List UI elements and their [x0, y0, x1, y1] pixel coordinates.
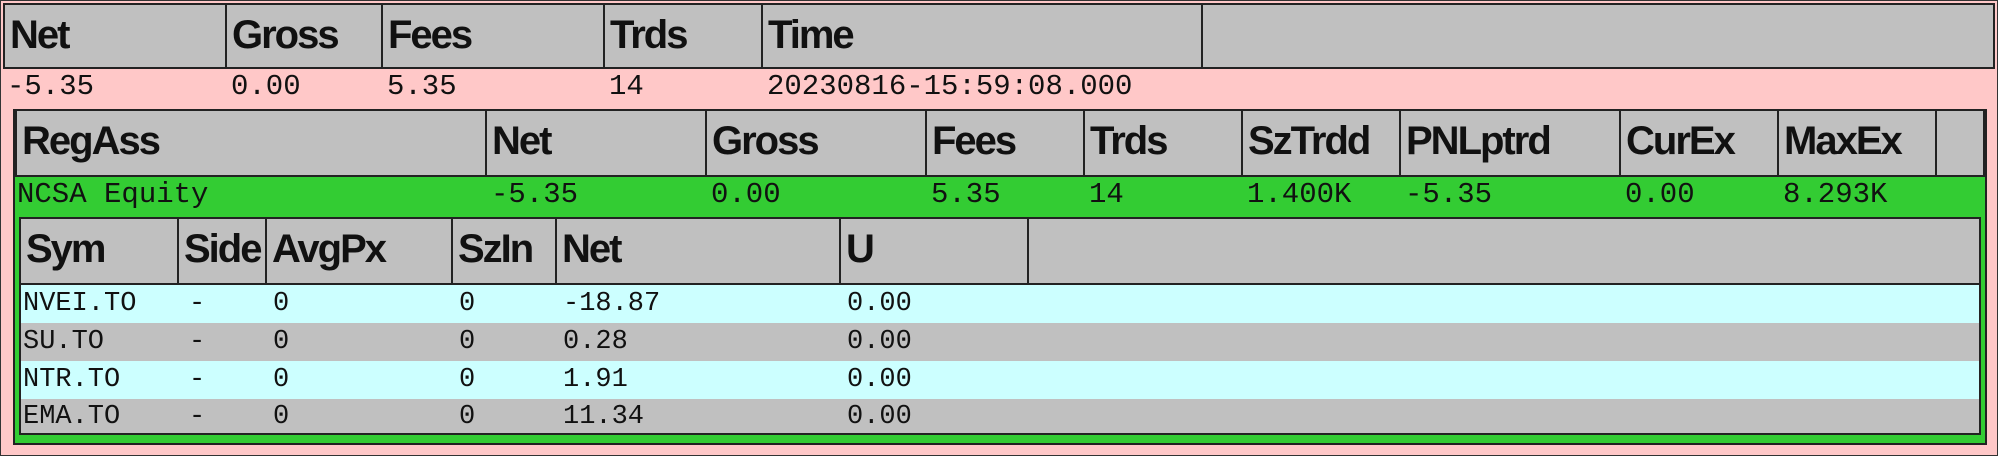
regass-header-maxex[interactable]: MaxEx — [1779, 111, 1937, 175]
summary-header: Net Gross Fees Trds Time — [3, 3, 1995, 69]
row-side: - — [189, 289, 206, 319]
row-u: 0.00 — [847, 327, 912, 357]
row-sym: SU.TO — [23, 327, 105, 357]
summary-header-trds[interactable]: Trds — [605, 5, 763, 67]
table-row[interactable]: EMA.TO - 0 0 11.34 0.00 — [21, 399, 1979, 433]
symbol-header-sym[interactable]: Sym — [21, 219, 179, 283]
regass-header-curex[interactable]: CurEx — [1621, 111, 1779, 175]
regass-header-gross[interactable]: Gross — [707, 111, 927, 175]
row-side: - — [189, 402, 206, 432]
regass-header-net[interactable]: Net — [487, 111, 707, 175]
summary-net: -5.35 — [7, 70, 95, 103]
regass-net: -5.35 — [491, 178, 579, 211]
row-net: 11.34 — [563, 402, 645, 432]
regass-header-trds[interactable]: Trds — [1085, 111, 1243, 175]
row-net: 0.28 — [563, 327, 628, 357]
row-u: 0.00 — [847, 289, 912, 319]
symbol-table: Sym Side AvgPx SzIn Net U NVEI.TO - 0 0 … — [19, 217, 1981, 435]
regass-gross: 0.00 — [711, 178, 781, 211]
regass-name: NCSA Equity — [17, 178, 209, 211]
regass-header-regass[interactable]: RegAss — [17, 111, 487, 175]
row-avgpx: 0 — [273, 327, 290, 357]
regass-fees: 5.35 — [931, 178, 1001, 211]
row-sym: EMA.TO — [23, 402, 121, 432]
summary-gross: 0.00 — [231, 70, 301, 103]
regass-header-pnlptrd[interactable]: PNLptrd — [1401, 111, 1621, 175]
summary-header-gross[interactable]: Gross — [227, 5, 383, 67]
summary-fees: 5.35 — [387, 70, 457, 103]
regass-header: RegAss Net Gross Fees Trds SzTrdd PNLptr… — [15, 109, 1985, 177]
regass-header-sztrdd[interactable]: SzTrdd — [1243, 111, 1401, 175]
row-side: - — [189, 365, 206, 395]
regass-sztrdd: 1.400K — [1247, 178, 1352, 211]
table-row[interactable]: NTR.TO - 0 0 1.91 0.00 — [21, 361, 1979, 399]
regass-curex: 0.00 — [1625, 178, 1695, 211]
regass-trds: 14 — [1089, 178, 1124, 211]
regass-row[interactable]: NCSA Equity -5.35 0.00 5.35 14 1.400K -5… — [15, 177, 1985, 213]
summary-header-blank — [1203, 5, 1993, 67]
row-avgpx: 0 — [273, 365, 290, 395]
regass-header-blank — [1937, 111, 1983, 175]
summary-header-fees[interactable]: Fees — [383, 5, 605, 67]
regass-maxex: 8.293K — [1783, 178, 1888, 211]
row-szin: 0 — [459, 402, 476, 432]
row-sym: NTR.TO — [23, 365, 121, 395]
table-row[interactable]: NVEI.TO - 0 0 -18.87 0.00 — [21, 285, 1979, 323]
regass-header-fees[interactable]: Fees — [927, 111, 1085, 175]
row-net: -18.87 — [563, 289, 661, 319]
table-row[interactable]: SU.TO - 0 0 0.28 0.00 — [21, 323, 1979, 361]
symbol-header: Sym Side AvgPx SzIn Net U — [21, 219, 1979, 285]
row-net: 1.91 — [563, 365, 628, 395]
symbol-header-u[interactable]: U — [841, 219, 1029, 283]
summary-time: 20230816-15:59:08.000 — [767, 70, 1133, 103]
row-avgpx: 0 — [273, 402, 290, 432]
row-side: - — [189, 327, 206, 357]
row-szin: 0 — [459, 365, 476, 395]
row-sym: NVEI.TO — [23, 289, 137, 319]
symbol-header-net[interactable]: Net — [557, 219, 841, 283]
regass-pnlptrd: -5.35 — [1405, 178, 1493, 211]
row-avgpx: 0 — [273, 289, 290, 319]
row-szin: 0 — [459, 327, 476, 357]
summary-header-net[interactable]: Net — [5, 5, 227, 67]
summary-header-time[interactable]: Time — [763, 5, 1203, 67]
symbol-header-side[interactable]: Side — [179, 219, 267, 283]
symbol-header-szin[interactable]: SzIn — [453, 219, 557, 283]
row-u: 0.00 — [847, 402, 912, 432]
row-szin: 0 — [459, 289, 476, 319]
row-u: 0.00 — [847, 365, 912, 395]
summary-trds: 14 — [609, 70, 644, 103]
symbol-header-avgpx[interactable]: AvgPx — [267, 219, 453, 283]
symbol-header-blank — [1029, 219, 1979, 283]
summary-row[interactable]: -5.35 0.00 5.35 14 20230816-15:59:08.000 — [3, 69, 1995, 105]
